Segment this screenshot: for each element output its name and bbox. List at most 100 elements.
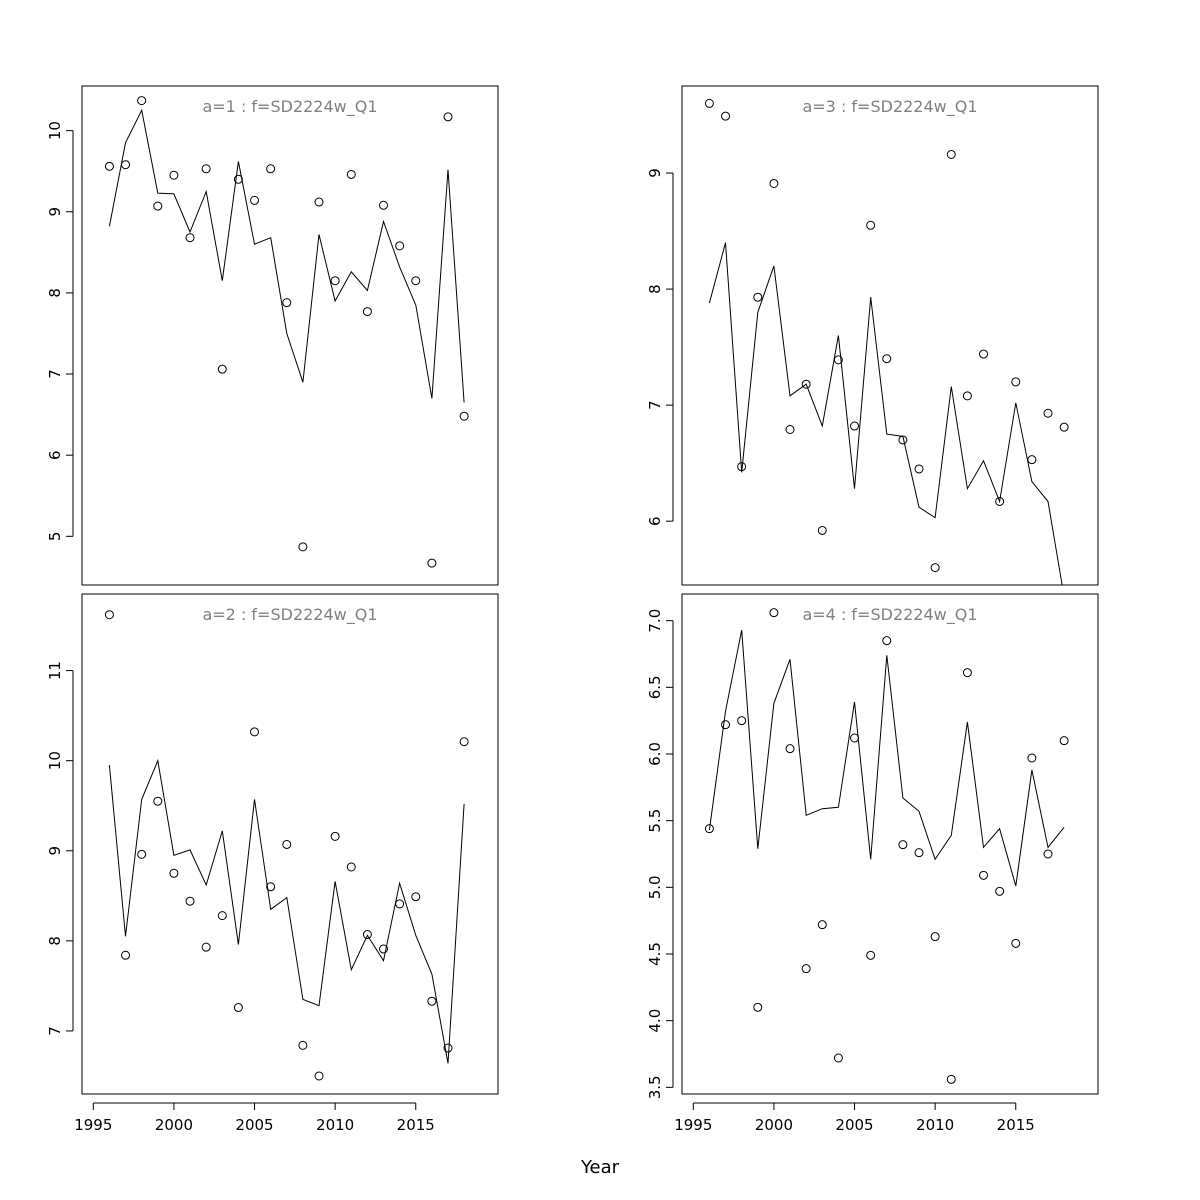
x-tick-label: 2015 — [397, 1116, 435, 1134]
observed-point — [266, 164, 276, 174]
observed-point — [298, 1040, 308, 1050]
observed-point — [314, 197, 324, 207]
x-tick-label: 2005 — [835, 1116, 873, 1134]
y-tick-label: 4.5 — [646, 942, 664, 966]
x-axis-title: Year — [580, 1157, 620, 1178]
observed-point — [1043, 849, 1053, 859]
y-tick-label: 3.5 — [646, 1075, 664, 1099]
y-tick-label: 8 — [646, 284, 664, 294]
observed-point — [330, 276, 340, 286]
observed-point — [962, 391, 972, 401]
observed-point — [137, 96, 147, 106]
y-tick-label: 7 — [46, 1026, 64, 1036]
y-tick-label: 10 — [46, 121, 64, 140]
y-tick-label: 5.0 — [646, 875, 664, 899]
observed-point — [817, 525, 827, 535]
y-tick-label: 10 — [46, 751, 64, 770]
panel-title: a=3 : f=SD2224w_Q1 — [802, 97, 977, 117]
panel-top-left: a=1 : f=SD2224w_Q1 5 6 7 8 9 10 — [46, 85, 499, 586]
panel-bottom-right: a=4 : f=SD2224w_Q1 3.5 4.0 4.5 5.0 5.5 6.0 6.5 7… — [646, 593, 1099, 1134]
plot-frame — [81, 593, 499, 1095]
observed-point — [427, 558, 437, 568]
y-tick-label: 6.0 — [646, 742, 664, 766]
observed-point — [1027, 455, 1037, 465]
x-tick-label: 2010 — [316, 1116, 354, 1134]
panel-top-right: a=3 : f=SD2224w_Q1 6 7 8 9 — [646, 85, 1099, 586]
observed-point — [1059, 736, 1069, 746]
observed-point — [833, 355, 843, 365]
plot-frame — [81, 85, 499, 586]
fitted-line — [708, 242, 1063, 585]
observed-point — [298, 542, 308, 552]
fitted-line — [708, 629, 1065, 887]
x-tick-label: 2000 — [755, 1116, 793, 1134]
observed-point — [850, 733, 860, 743]
panel-bottom-left: a=2 : f=SD2224w_Q1 7 8 9 10 11 1995 2000 2005 201… — [46, 593, 499, 1134]
observed-point — [898, 435, 908, 445]
observed-point — [217, 364, 227, 374]
observed-point — [914, 464, 924, 474]
observed-point — [346, 862, 356, 872]
observed-point — [121, 160, 131, 170]
observed-point — [314, 1071, 324, 1081]
observed-point — [962, 668, 972, 678]
observed-point — [266, 882, 276, 892]
observed-point — [411, 276, 421, 286]
y-tick-label: 7 — [46, 369, 64, 379]
observed-point — [704, 824, 714, 834]
observed-point — [914, 848, 924, 858]
y-tick-label: 5 — [46, 532, 64, 542]
y-tick-label: 6.5 — [646, 675, 664, 699]
observed-point — [930, 932, 940, 942]
observed-point — [153, 796, 163, 806]
observed-point — [785, 424, 795, 434]
y-tick-label: 6 — [46, 450, 64, 460]
observed-point — [721, 111, 731, 121]
x-tick-label: 2005 — [235, 1116, 273, 1134]
observed-point — [330, 831, 340, 841]
observed-point — [1011, 377, 1021, 387]
observed-point — [169, 170, 179, 180]
x-tick-label: 2000 — [155, 1116, 193, 1134]
plot-frame — [681, 593, 1099, 1095]
y-tick-label: 5.5 — [646, 809, 664, 833]
observed-point — [427, 996, 437, 1006]
observed-point — [217, 911, 227, 921]
observed-point — [443, 1043, 453, 1053]
y-tick-label: 9 — [46, 207, 64, 217]
observed-point — [785, 744, 795, 754]
y-tick-label: 11 — [46, 661, 64, 680]
observed-point — [737, 462, 747, 472]
observed-point — [721, 720, 731, 730]
observed-point — [185, 896, 195, 906]
observed-point — [104, 610, 114, 620]
y-tick-label: 9 — [646, 168, 664, 178]
observed-point — [201, 164, 211, 174]
observed-point — [769, 178, 779, 188]
observed-point — [946, 1074, 956, 1084]
observed-point — [946, 149, 956, 159]
observed-point — [995, 496, 1005, 506]
observed-point — [233, 174, 243, 184]
observed-point — [769, 608, 779, 618]
observed-point — [137, 849, 147, 859]
observed-point — [395, 241, 405, 251]
observed-point — [153, 201, 163, 211]
observed-point — [817, 920, 827, 930]
y-tick-label: 8 — [46, 936, 64, 946]
observed-point — [201, 942, 211, 952]
observed-point — [753, 292, 763, 302]
fitted-line — [108, 758, 465, 1064]
observed-point — [898, 840, 908, 850]
observed-point — [1043, 408, 1053, 418]
observed-point — [121, 950, 131, 960]
observed-point — [737, 716, 747, 726]
panel-title: a=4 : f=SD2224w_Q1 — [802, 605, 977, 625]
observed-point — [282, 298, 292, 308]
plot-data — [704, 608, 1069, 1084]
observed-point — [866, 950, 876, 960]
plot-data — [704, 98, 1069, 585]
observed-point — [233, 1003, 243, 1013]
observed-point — [169, 868, 179, 878]
